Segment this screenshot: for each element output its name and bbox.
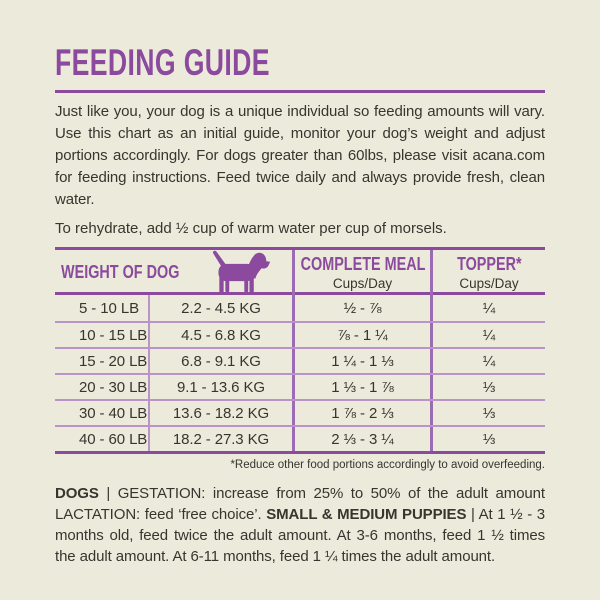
topper-units-label: Cups/Day: [459, 276, 519, 291]
complete-meal-header-label: COMPLETE MEAL: [300, 254, 425, 274]
page-title: FEEDING GUIDE: [55, 42, 270, 83]
title-divider: [55, 90, 545, 93]
complete-meal-cell: 1 ¼ - 1 ⅓: [292, 349, 430, 373]
topper-cell: ¼: [430, 295, 545, 321]
complete-meal-cell: ⅞ - 1 ¼: [292, 323, 430, 347]
weight-header-label: WEIGHT OF DOG: [61, 262, 180, 282]
weight-kg-cell: 2.2 - 4.5 KG: [148, 295, 292, 321]
table-row: 15 - 20 LB 6.8 - 9.1 KG 1 ¼ - 1 ⅓ ¼: [55, 347, 545, 373]
complete-meal-cell: ½ - ⅞: [292, 295, 430, 321]
topper-header-label: TOPPER*: [456, 254, 522, 274]
topper-cell: ¼: [430, 323, 545, 347]
complete-meal-header: COMPLETE MEAL Cups/Day: [292, 250, 430, 295]
topper-cell: ⅓: [430, 401, 545, 425]
care-instructions: DOGS | GESTATION: increase from 25% to 5…: [55, 483, 545, 567]
topper-cell: ¼: [430, 349, 545, 373]
intro-text: Just like you, your dog is a unique indi…: [55, 103, 545, 208]
weight-kg-cell: 4.5 - 6.8 KG: [148, 323, 292, 347]
table-row: 5 - 10 LB 2.2 - 4.5 KG ½ - ⅞ ¼: [55, 295, 545, 321]
weight-lb-cell: 15 - 20 LB: [79, 352, 148, 370]
complete-meal-cell: 2 ⅓ - 3 ¼: [292, 427, 430, 451]
feeding-table: WEIGHT OF DOG: [55, 247, 545, 454]
table-row: 10 - 15 LB 4.5 - 6.8 KG ⅞ - 1 ¼ ¼: [55, 321, 545, 347]
puppies-text: | At 1 ½ - 3 months old, feed twice the …: [55, 506, 545, 565]
weight-lb-cell: 10 - 15 LB: [79, 326, 148, 344]
complete-meal-cell: 1 ⅓ - 1 ⅞: [292, 375, 430, 399]
gestation-lactation-text: | GESTATION: increase from 25% to 50% of…: [55, 485, 545, 523]
topper-cell: ⅓: [430, 375, 545, 399]
table-row: 20 - 30 LB 9.1 - 13.6 KG 1 ⅓ - 1 ⅞ ⅓: [55, 373, 545, 399]
rehydrate-note: To rehydrate, add ½ cup of warm water pe…: [55, 220, 447, 237]
table-row: 30 - 40 LB 13.6 - 18.2 KG 1 ⅞ - 2 ⅓ ⅓: [55, 399, 545, 425]
weight-lb-cell: 30 - 40 LB: [79, 404, 148, 422]
complete-meal-units-label: Cups/Day: [332, 276, 393, 291]
topper-cell: ⅓: [430, 427, 545, 451]
weight-kg-cell: 18.2 - 27.3 KG: [148, 427, 292, 451]
complete-meal-cell: 1 ⅞ - 2 ⅓: [292, 401, 430, 425]
weight-kg-cell: 13.6 - 18.2 KG: [148, 401, 292, 425]
topper-header: TOPPER* Cups/Day: [430, 250, 545, 295]
table-row: 40 - 60 LB 18.2 - 27.3 KG 2 ⅓ - 3 ¼ ⅓: [55, 425, 545, 451]
weight-kg-cell: 9.1 - 13.6 KG: [148, 375, 292, 399]
table-footnote: *Reduce other food portions accordingly …: [230, 459, 545, 471]
weight-of-dog-header: WEIGHT OF DOG: [55, 250, 292, 295]
weight-lb-cell: 5 - 10 LB: [79, 299, 139, 317]
table-header-row: WEIGHT OF DOG: [55, 250, 545, 295]
dogs-label: DOGS: [55, 485, 107, 502]
dog-icon: [209, 250, 271, 295]
puppies-label: SMALL & MEDIUM PUPPIES: [266, 506, 472, 523]
weight-lb-cell: 40 - 60 LB: [79, 430, 148, 448]
weight-lb-cell: 20 - 30 LB: [79, 378, 148, 396]
weight-kg-cell: 6.8 - 9.1 KG: [148, 349, 292, 373]
